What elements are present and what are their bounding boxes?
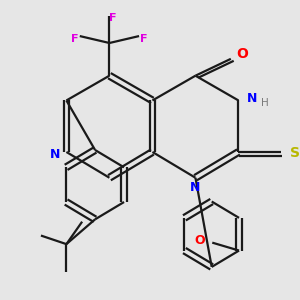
Text: N: N bbox=[190, 181, 201, 194]
Text: F: F bbox=[71, 34, 79, 44]
Text: N: N bbox=[247, 92, 257, 105]
Text: O: O bbox=[194, 234, 205, 247]
Text: O: O bbox=[236, 47, 248, 61]
Text: F: F bbox=[140, 34, 148, 44]
Text: F: F bbox=[109, 13, 116, 23]
Text: H: H bbox=[261, 98, 269, 108]
Text: N: N bbox=[50, 148, 60, 161]
Text: S: S bbox=[290, 146, 300, 160]
